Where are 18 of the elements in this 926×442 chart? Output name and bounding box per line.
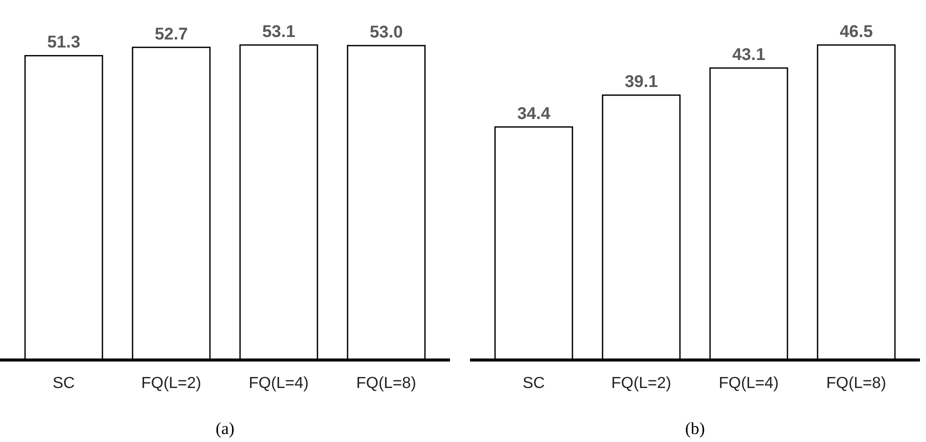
x-tick-label: SC — [52, 375, 75, 392]
data-label: 53.0 — [370, 22, 403, 42]
data-label: 53.1 — [262, 22, 296, 41]
x-tick-label: FQ(L=2) — [141, 375, 202, 392]
data-label: 39.1 — [624, 72, 658, 92]
data-label: 52.7 — [154, 24, 188, 44]
x-tick-label: FQ(L=4) — [248, 375, 309, 392]
data-label: 51.3 — [47, 32, 80, 52]
x-tick-label: FQ(L=8) — [826, 375, 886, 392]
x-tick-label: FQ(L=2) — [611, 375, 672, 392]
data-label: 34.4 — [517, 104, 551, 123]
x-tick-label: FQ(L=8) — [356, 375, 416, 392]
data-label: 46.5 — [840, 22, 873, 41]
text: (a) — [216, 419, 234, 438]
text: (b) — [685, 419, 705, 438]
data-label: 43.1 — [732, 45, 766, 64]
x-tick-label: SC — [522, 375, 545, 392]
x-tick-label: FQ(L=4) — [718, 375, 779, 392]
